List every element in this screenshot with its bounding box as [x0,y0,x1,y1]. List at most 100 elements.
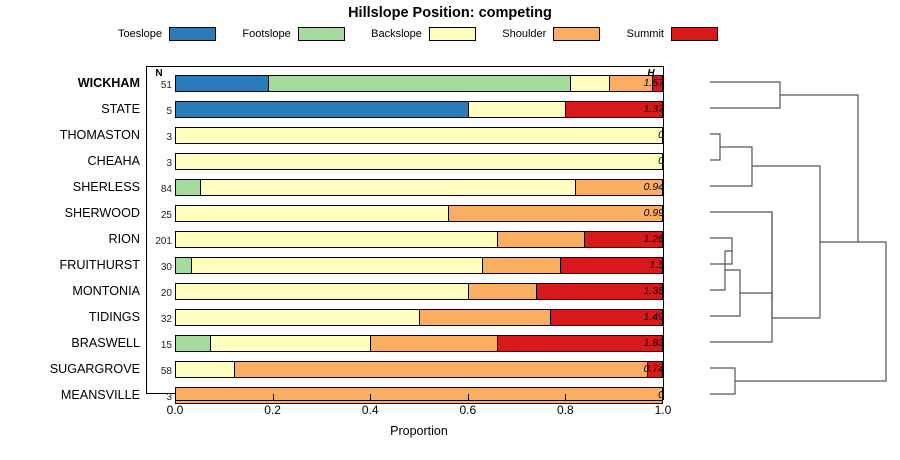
stacked-bar [175,126,663,144]
stacked-bar [175,282,663,300]
dendro-link-b-sherless [710,146,753,187]
bar-segment [200,179,575,195]
n-value: 25 [160,210,172,221]
bar-segment [176,153,662,169]
category-label: MEANSVILLE [60,388,140,402]
bar-segment [190,257,483,273]
bar-segment [176,127,662,143]
table-row: BRASWELL 15 1.83 [0,332,900,354]
h-value: 0.94 [643,181,664,193]
category-label: RION [108,232,140,246]
table-row: FRUITHURST 30 1.5 [0,254,900,276]
legend-item-backslope: Backslope [371,27,476,41]
page-title: Hillslope Position: competing [348,5,552,21]
legend-item-shoulder: Shoulder [502,27,601,41]
dendro-link-sherwood-branch [710,211,773,300]
bar-segment [176,179,201,195]
axis-tick-label: 0.6 [459,403,477,417]
n-column-header: N [155,68,163,79]
dendro-link-h-braswell [710,292,773,343]
bar-segment [647,361,662,377]
bar-segment [559,257,662,273]
bar-segment [569,75,609,91]
axis-tick-label: 0.0 [166,403,184,417]
dendro-link-wickham-state [710,81,781,109]
dendro-link-thomaston-cheaha [710,133,721,161]
dendro-link-a-merge [780,94,859,242]
h-value: 1.26 [643,233,664,245]
n-value: 5 [166,106,172,117]
n-value: 58 [160,366,172,377]
category-label: CHEAHA [87,154,140,168]
stacked-bar [175,360,663,378]
bar-segment [176,257,191,273]
n-value: 3 [166,132,172,143]
bar-segment [210,335,371,351]
legend-label-footslope: Footslope [242,28,291,40]
stacked-bar [175,230,663,248]
legend-swatch-footslope [297,27,345,41]
category-label: STATE [101,102,140,116]
h-value: 1.37 [643,103,664,115]
table-row: SHERLESS 84 0.94 [0,176,900,198]
n-value: 15 [160,340,172,351]
bar-segment [550,309,662,325]
bar-segment [419,309,551,325]
n-value: 201 [155,236,172,247]
bar-segment [574,179,662,195]
table-row: THOMASTON 3 0 [0,124,900,146]
axis-tick-label: 0.8 [557,403,574,417]
legend-swatch-summit [670,27,718,41]
n-value: 3 [166,392,172,403]
bar-segment [608,75,653,91]
stacked-bar [175,74,663,92]
h-value: 0 [658,389,664,401]
category-label: SHERWOOD [64,206,140,220]
legend: Toeslope Footslope Backslope Shoulder Su… [118,25,718,43]
category-label: WICKHAM [77,76,140,90]
axis-tick [565,394,567,400]
table-row: CHEAHA 3 0 [0,150,900,172]
stacked-bar [175,256,663,274]
legend-swatch-toeslope [169,27,217,41]
bar-segment [467,283,536,299]
category-label: THOMASTON [59,128,140,142]
bar-segment [176,387,662,403]
h-value: 0.99 [643,207,664,219]
dendrogram-svg [710,81,887,395]
legend-swatch-backslope [428,27,476,41]
dendrogram [700,60,896,400]
bar-segment [535,283,662,299]
axis-tick [272,394,274,400]
bar-segment [496,335,662,351]
legend-item-toeslope: Toeslope [118,27,217,41]
h-value: 1.83 [643,337,664,349]
dendro-link-f-montonia [710,250,732,291]
bar-segment [176,75,269,91]
stacked-bar [175,178,663,196]
bar-segment [652,75,662,91]
h-value: 1.57 [643,77,664,89]
legend-item-footslope: Footslope [242,27,345,41]
dendro-link-e-merge [771,212,820,319]
n-value: 32 [160,314,172,325]
legend-label-backslope: Backslope [371,28,422,40]
bar-segment [584,231,662,247]
bar-segment [176,101,468,117]
h-value: 1.49 [643,311,664,323]
legend-label-shoulder: Shoulder [502,28,547,40]
bar-segment [482,257,560,273]
dendro-link-sugargrove-meansville [710,367,736,395]
category-label: SUGARGROVE [49,362,140,376]
table-row: RION 201 1.26 [0,228,900,250]
n-value: 30 [160,262,172,273]
legend-label-toeslope: Toeslope [118,28,163,40]
bar-segment [176,231,497,247]
h-value: 0 [658,129,664,141]
stacked-bar [175,100,663,118]
dendro-link-root [735,241,887,382]
axis-tick-label: 0.4 [361,403,379,417]
category-label: MONTONIA [72,284,140,298]
axis-tick [467,394,469,400]
